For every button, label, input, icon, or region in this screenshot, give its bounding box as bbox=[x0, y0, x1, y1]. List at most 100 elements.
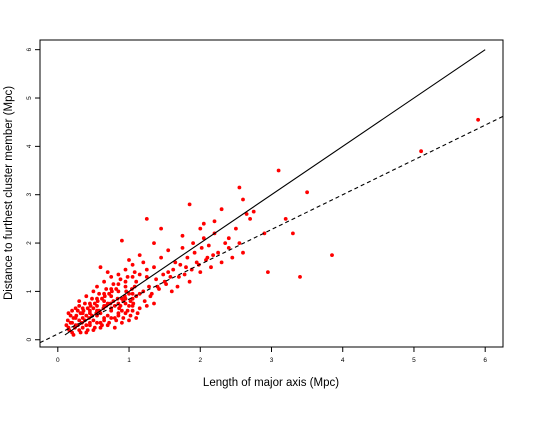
data-point bbox=[91, 306, 96, 311]
data-point bbox=[64, 323, 69, 328]
data-point bbox=[131, 301, 136, 306]
data-points bbox=[64, 117, 480, 337]
data-point bbox=[216, 250, 221, 255]
data-point bbox=[241, 250, 245, 255]
data-point bbox=[230, 255, 235, 260]
data-point bbox=[234, 226, 238, 231]
data-point bbox=[116, 313, 121, 318]
data-point bbox=[180, 233, 185, 238]
x-tick-label: 4 bbox=[341, 357, 345, 364]
data-point bbox=[95, 304, 99, 308]
data-point bbox=[114, 318, 119, 323]
data-point bbox=[112, 304, 117, 308]
data-point bbox=[121, 316, 126, 320]
data-point bbox=[164, 282, 169, 286]
data-point bbox=[84, 294, 89, 299]
x-axis-ticks: 0 1 2 3 4 5 6 bbox=[56, 347, 487, 364]
data-point bbox=[127, 304, 131, 308]
fit-lines bbox=[40, 49, 503, 344]
data-point bbox=[109, 316, 114, 320]
data-point bbox=[154, 277, 159, 282]
data-point bbox=[78, 311, 83, 316]
y-axis-title: Distance to furthest cluster member (Mpc… bbox=[3, 86, 15, 300]
data-point bbox=[330, 253, 334, 257]
data-point bbox=[137, 291, 142, 296]
data-point bbox=[71, 333, 76, 337]
data-point bbox=[135, 311, 140, 316]
data-point bbox=[169, 289, 174, 294]
data-point bbox=[128, 299, 133, 303]
data-point bbox=[91, 318, 96, 323]
data-point bbox=[120, 320, 124, 325]
y-tick-label: 0 bbox=[26, 338, 33, 342]
x-axis-title: Length of major axis (Mpc) bbox=[203, 377, 339, 389]
data-point bbox=[185, 255, 190, 260]
data-point bbox=[159, 255, 164, 260]
data-point bbox=[147, 284, 151, 289]
data-point bbox=[182, 272, 187, 277]
y-tick-label: 2 bbox=[26, 241, 33, 245]
data-point bbox=[128, 313, 133, 318]
data-point bbox=[159, 226, 164, 231]
data-point bbox=[144, 217, 149, 221]
data-point bbox=[226, 236, 231, 241]
data-point bbox=[80, 325, 85, 330]
data-point bbox=[80, 316, 85, 320]
data-point bbox=[199, 246, 204, 250]
data-point bbox=[83, 301, 87, 306]
data-point bbox=[104, 287, 109, 291]
x-tick-label: 6 bbox=[483, 357, 487, 364]
data-point bbox=[123, 279, 128, 284]
data-point bbox=[144, 267, 149, 272]
data-point bbox=[90, 296, 94, 301]
data-point bbox=[127, 258, 131, 262]
data-point bbox=[251, 209, 256, 214]
data-point bbox=[100, 296, 104, 301]
y-tick-label: 1 bbox=[26, 289, 33, 293]
data-point bbox=[123, 267, 128, 272]
data-point bbox=[130, 262, 135, 267]
data-point bbox=[112, 325, 117, 330]
data-point bbox=[152, 241, 156, 246]
data-point bbox=[95, 320, 99, 325]
data-point bbox=[198, 226, 203, 231]
data-point bbox=[168, 275, 173, 279]
data-point bbox=[178, 262, 183, 267]
data-point bbox=[201, 236, 206, 241]
data-point bbox=[66, 311, 71, 316]
x-tick-label: 0 bbox=[56, 357, 60, 364]
data-point bbox=[130, 275, 135, 279]
data-point bbox=[102, 318, 106, 323]
data-point bbox=[137, 306, 142, 311]
x-tick-label: 1 bbox=[127, 357, 131, 364]
data-point bbox=[192, 250, 197, 255]
data-point bbox=[84, 313, 89, 318]
data-point bbox=[175, 284, 180, 289]
data-point bbox=[130, 291, 135, 296]
dashed-fit-line bbox=[40, 115, 503, 344]
data-point bbox=[118, 277, 123, 282]
data-point bbox=[116, 272, 121, 277]
data-point bbox=[95, 296, 99, 301]
data-point bbox=[262, 231, 267, 236]
data-point bbox=[75, 308, 80, 313]
data-point bbox=[107, 291, 111, 296]
data-point bbox=[166, 248, 171, 253]
data-point bbox=[127, 318, 131, 323]
data-point bbox=[211, 253, 216, 257]
data-point bbox=[305, 190, 309, 195]
data-point bbox=[88, 323, 92, 328]
data-point bbox=[137, 272, 142, 277]
data-point bbox=[120, 238, 124, 243]
data-point bbox=[283, 217, 288, 221]
data-point bbox=[187, 279, 192, 284]
data-point bbox=[95, 284, 99, 289]
data-point bbox=[223, 241, 228, 246]
data-point bbox=[85, 306, 90, 311]
data-point bbox=[84, 330, 89, 335]
data-point bbox=[237, 241, 242, 246]
data-point bbox=[476, 117, 480, 122]
data-point bbox=[157, 287, 161, 291]
data-point bbox=[191, 241, 196, 246]
data-point bbox=[209, 265, 213, 270]
